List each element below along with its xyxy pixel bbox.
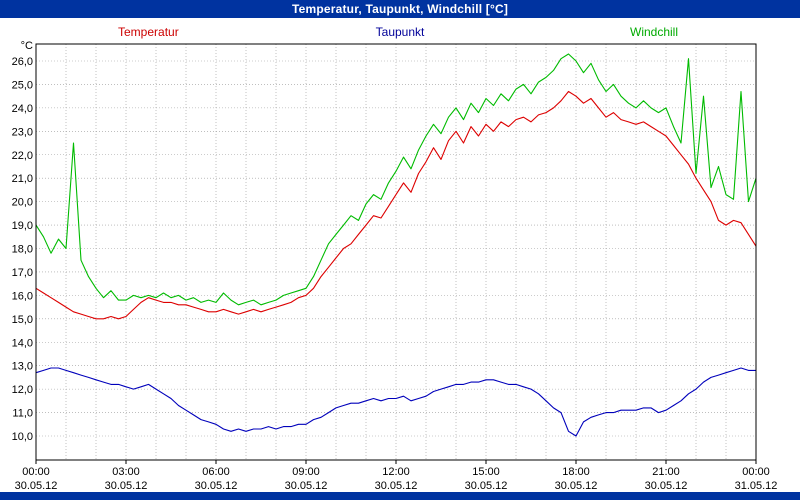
x-tick-date: 30.05.12 <box>285 480 328 492</box>
y-tick-label: 15,0 <box>12 314 33 326</box>
x-tick-time: 18:00 <box>562 466 590 478</box>
x-tick-date: 30.05.12 <box>375 480 418 492</box>
x-tick-date: 30.05.12 <box>645 480 688 492</box>
x-tick-time: 21:00 <box>652 466 680 478</box>
title-bar: Temperatur, Taupunkt, Windchill [°C] <box>0 0 800 18</box>
x-tick-date: 30.05.12 <box>195 480 238 492</box>
y-tick-label: 23,0 <box>12 126 33 138</box>
x-tick-date: 30.05.12 <box>555 480 598 492</box>
y-tick-label: 26,0 <box>12 56 33 68</box>
y-tick-label: 16,0 <box>12 290 33 302</box>
y-tick-label: 25,0 <box>12 79 33 91</box>
x-tick-time: 12:00 <box>382 466 410 478</box>
series-line-temperatur <box>35 90 757 320</box>
chart-legend: Temperatur Taupunkt Windchill <box>0 25 800 41</box>
legend-windchill: Windchill <box>630 25 679 39</box>
x-tick-time: 06:00 <box>202 466 230 478</box>
x-tick-time: 00:00 <box>742 466 770 478</box>
series-line-windchill <box>35 53 757 306</box>
x-tick-date: 30.05.12 <box>465 480 508 492</box>
legend-taupunkt: Taupunkt <box>375 25 425 39</box>
window-title: Temperatur, Taupunkt, Windchill [°C] <box>291 2 509 16</box>
legend-temperatur: Temperatur <box>118 25 179 39</box>
y-tick-label: 18,0 <box>12 244 33 256</box>
bottom-bar <box>0 492 800 500</box>
y-tick-label: 20,0 <box>12 197 33 209</box>
y-tick-label: 24,0 <box>12 103 33 115</box>
y-tick-label: 10,0 <box>12 431 33 443</box>
x-tick-date: 30.05.12 <box>15 480 58 492</box>
y-tick-label: 14,0 <box>12 337 33 349</box>
x-tick-date: 31.05.12 <box>735 480 778 492</box>
y-tick-label: 21,0 <box>12 173 33 185</box>
x-tick-time: 15:00 <box>472 466 500 478</box>
x-tick-time: 03:00 <box>112 466 140 478</box>
y-axis-unit: °C <box>21 40 33 52</box>
y-tick-label: 11,0 <box>12 408 33 420</box>
x-tick-time: 09:00 <box>292 466 320 478</box>
y-tick-label: 19,0 <box>12 220 33 232</box>
x-tick-date: 30.05.12 <box>105 480 148 492</box>
y-tick-label: 22,0 <box>12 150 33 162</box>
y-tick-label: 17,0 <box>12 267 33 279</box>
series-line-taupunkt <box>35 367 756 437</box>
y-tick-label: 12,0 <box>12 384 33 396</box>
y-tick-label: 13,0 <box>12 361 33 373</box>
x-tick-time: 00:00 <box>22 466 50 478</box>
